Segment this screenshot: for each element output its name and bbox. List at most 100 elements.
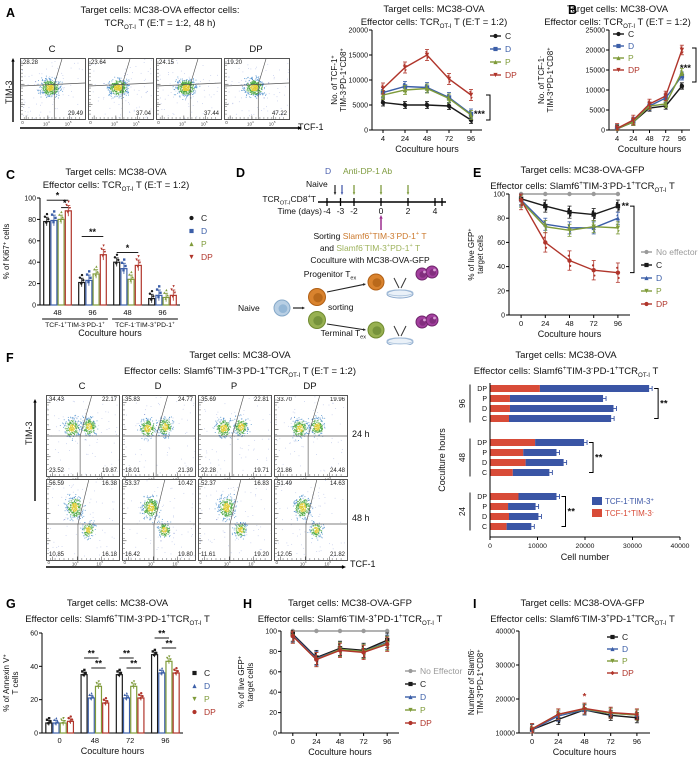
svg-text:96: 96 — [633, 737, 641, 746]
flow-plot-P: 24.15 37.44 — [156, 58, 222, 120]
svg-text:80: 80 — [269, 649, 277, 656]
panel-d-label: D — [236, 166, 246, 180]
quadrant-value-bl: 21.86 — [277, 468, 293, 474]
flow-xtick: 0 — [89, 120, 92, 125]
svg-text:TCF-1+TIM-3-PD-1+: TCF-1+TIM-3-PD-1+ — [45, 322, 105, 329]
flow-plot-D: 35.83 24.77 18.01 21.39 — [122, 395, 196, 477]
svg-text:24: 24 — [401, 134, 409, 143]
panel-a-label: A — [6, 6, 16, 20]
panel-d-naive2-label: Naive — [238, 303, 260, 313]
flow-plot-canvas — [123, 396, 195, 476]
svg-text:DP: DP — [628, 65, 640, 75]
panel-d-sorting2-label: sorting — [328, 302, 354, 312]
svg-text:80: 80 — [28, 217, 36, 224]
svg-text:TIM-3+PD-1+CD8+: TIM-3+PD-1+CD8+ — [476, 650, 485, 715]
svg-text:24: 24 — [554, 737, 562, 746]
svg-text:20000: 20000 — [496, 697, 516, 704]
panel-i: I Target cells: MC38-OVA-GFP Effector ce… — [465, 595, 700, 763]
quadrant-value-br: 29.49 — [67, 111, 83, 117]
svg-text:40000: 40000 — [671, 543, 690, 550]
panel-c-label: C — [6, 168, 16, 182]
svg-text:0: 0 — [32, 303, 36, 310]
svg-text:C: C — [482, 470, 487, 477]
i_line-svg: 10000 20000 30000 40000 Number of Slamf6-TIM… — [467, 629, 650, 757]
quadrant-value-tl: 52.37 — [201, 481, 217, 487]
timeline-tick-4: 4 — [432, 206, 438, 216]
svg-text:4: 4 — [381, 134, 385, 143]
svg-text:20: 20 — [30, 697, 38, 704]
quadrant-value-tl: 51.49 — [277, 481, 293, 487]
svg-text:*: * — [56, 192, 60, 201]
panel-d-antibody-label: Anti-DP-1 Ab — [343, 166, 393, 176]
panel-a-flow: A Target cells: MC38-OVA effector cells:… — [0, 0, 330, 160]
svg-text:DP: DP — [477, 494, 487, 501]
svg-text:48: 48 — [423, 134, 431, 143]
svg-text:96: 96 — [88, 308, 96, 317]
svg-text:D: D — [482, 406, 487, 413]
svg-text:0: 0 — [291, 737, 295, 746]
svg-text:**: ** — [130, 659, 138, 669]
panel-e-title-line1: Target cells: MC38-OVA-GFP — [520, 165, 645, 176]
svg-text:**: ** — [95, 659, 103, 669]
panel-f-bar-title-line2: Effector cells: Slamf6+TIM-3-PD-1+TCROT-… — [473, 365, 659, 380]
svg-text:Coculture hours: Coculture hours — [437, 428, 447, 492]
svg-text:60: 60 — [269, 669, 277, 676]
svg-text:20000: 20000 — [586, 48, 606, 55]
quadrant-value-bl: 16.42 — [125, 552, 141, 558]
flow-xtick: 0 — [123, 560, 126, 565]
panel-e-label: E — [473, 166, 482, 180]
panel-i-label: I — [473, 597, 477, 611]
panel-h-label: H — [243, 597, 253, 611]
svg-text:24: 24 — [541, 319, 549, 328]
svg-text:**: ** — [158, 629, 166, 639]
panel-h-title-line1: Target cells: MC38-OVA-GFP — [288, 598, 412, 609]
svg-text:DP: DP — [204, 707, 216, 717]
svg-text:DP: DP — [201, 252, 213, 262]
svg-text:96: 96 — [161, 736, 169, 745]
svg-text:Coculture hours: Coculture hours — [78, 328, 142, 338]
svg-text:**: ** — [595, 453, 603, 464]
svg-text:24: 24 — [458, 507, 467, 516]
panel-a-title-line2: TCROT-I T (E:T = 1:2, 48 h) — [104, 18, 216, 31]
quadrant-value-bl: 23.52 — [49, 468, 65, 474]
quadrant-value-tl: 53.37 — [125, 481, 141, 487]
svg-text:10000: 10000 — [349, 78, 369, 85]
svg-text:P: P — [505, 57, 511, 67]
panel-i-title-line1: Target cells: MC38-OVA-GFP — [520, 598, 645, 609]
panel-a-chart-title-line2: Effector cells: TCROT-I T (E:T = 1:2) — [360, 17, 508, 30]
panel-b: B Target cells: MC38-OVA Effector cells:… — [535, 0, 700, 160]
svg-text:48: 48 — [565, 319, 573, 328]
quadrant-value-tr: 19.96 — [329, 397, 345, 403]
panel-b-title-line1: Target cells: MC38-OVA — [566, 4, 669, 15]
svg-text:DP: DP — [622, 668, 634, 678]
panel-g-title: Target cells: MC38-OVA Effector cells: S… — [0, 597, 235, 630]
flow-plot-D: 23.64 37.04 — [88, 58, 154, 120]
panel-a-xaxis-label: TCF-1 — [298, 122, 324, 132]
svg-text:D: D — [505, 44, 511, 54]
flow-column-header-P: P — [230, 381, 238, 392]
svg-text:10000: 10000 — [528, 543, 547, 550]
quadrant-value-tl: 28.28 — [23, 60, 39, 66]
svg-text:Coculture hours: Coculture hours — [81, 746, 145, 756]
timeline-tick--4: -4 — [323, 206, 331, 216]
svg-text:0: 0 — [488, 543, 492, 550]
svg-text:0: 0 — [364, 128, 368, 135]
svg-text:10000: 10000 — [586, 88, 606, 95]
svg-text:DP: DP — [505, 70, 517, 80]
panel-b-label: B — [568, 3, 578, 17]
panel-a-chart-title: Target cells: MC38-OVA Effector cells: T… — [328, 3, 540, 33]
quadrant-value-br: 16.18 — [101, 552, 117, 558]
svg-text:D: D — [482, 460, 487, 467]
svg-text:96: 96 — [614, 319, 622, 328]
flow-column-header-C: C — [48, 44, 56, 55]
svg-text:No effector: No effector — [656, 247, 698, 257]
panel-d-cellline-label: TCROT-ICD8+T — [262, 194, 316, 207]
panel-a-chart: Target cells: MC38-OVA Effector cells: T… — [328, 0, 540, 160]
flow-column-header-C: C — [78, 381, 86, 392]
svg-text:48: 48 — [580, 737, 588, 746]
svg-text:***: *** — [680, 63, 691, 74]
panel-d-diagram — [273, 185, 446, 345]
flow-xtick: 104 — [223, 560, 231, 567]
panel-d-terminal-label: Terminal Tex — [320, 328, 366, 341]
